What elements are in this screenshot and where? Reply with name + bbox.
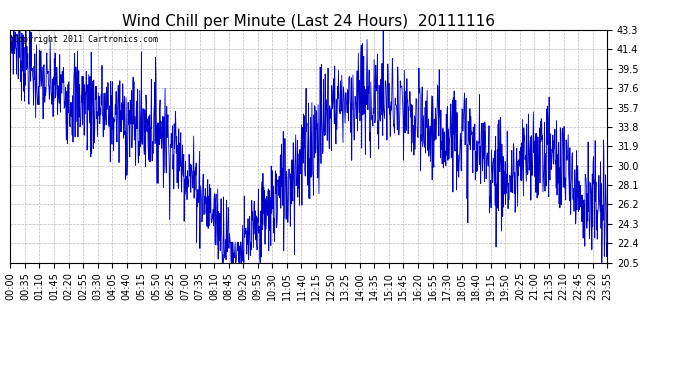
Title: Wind Chill per Minute (Last 24 Hours)  20111116: Wind Chill per Minute (Last 24 Hours) 20…	[122, 14, 495, 29]
Text: Copyright 2011 Cartronics.com: Copyright 2011 Cartronics.com	[13, 34, 158, 44]
